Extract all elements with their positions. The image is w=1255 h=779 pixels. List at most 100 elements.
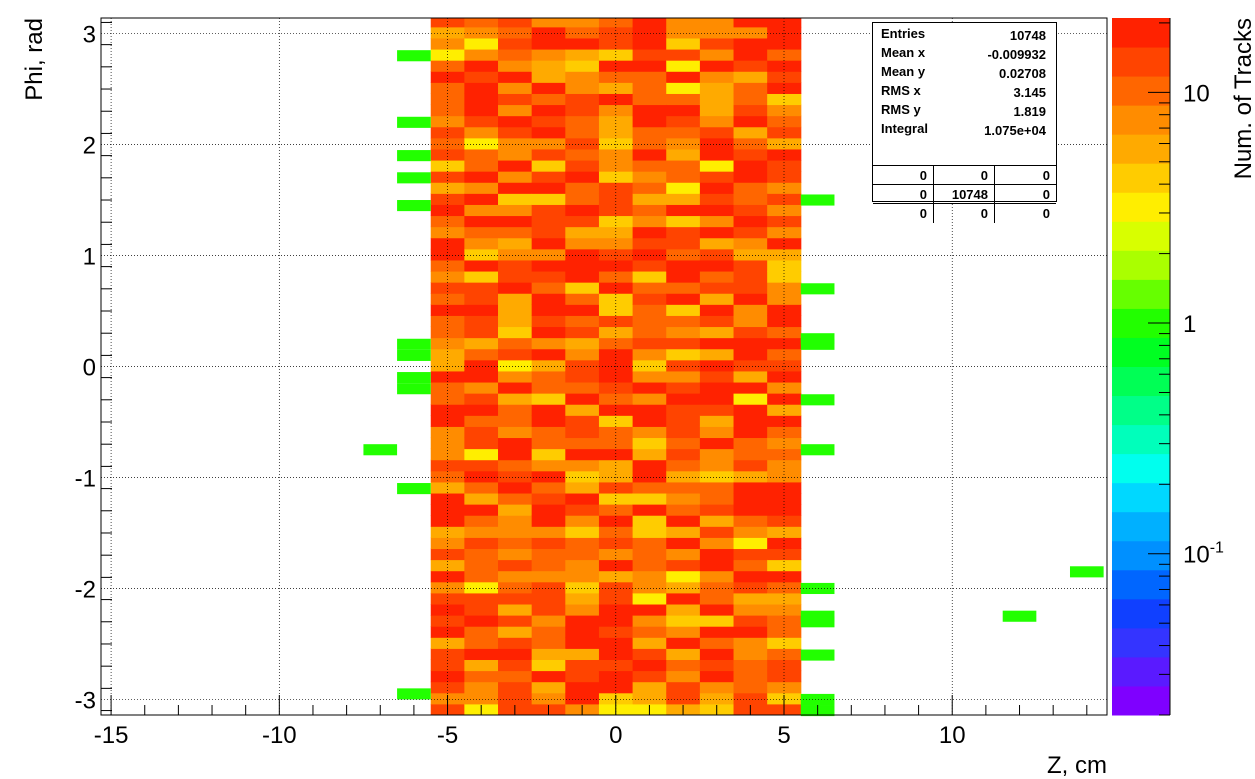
heatmap-cell [733,648,768,661]
palette-swatch [1112,250,1170,280]
heatmap-cell [666,259,701,272]
heatmap-cell [565,348,600,361]
heatmap-cell [699,393,735,405]
heatmap-cell [733,470,768,483]
heatmap-cell [666,226,701,239]
heatmap-cell [632,359,667,372]
heatmap-cell [498,326,533,339]
heatmap-cell [464,71,499,83]
heatmap-cell [666,382,701,394]
heatmap-cell [666,670,701,683]
heatmap-cell [498,448,533,461]
heatmap-cell [767,359,802,372]
heatmap-cell [598,337,634,350]
heatmap-cell [498,459,533,472]
heatmap-cell [666,71,701,83]
heatmap-cell [464,437,499,450]
heatmap-cell [666,337,701,350]
heatmap-cell [666,248,701,261]
heatmap-cell [699,592,735,605]
heatmap-cell [699,659,735,672]
sparse-bin [397,172,431,184]
heatmap-cell [733,126,768,139]
heatmap-cell [699,615,735,627]
x-tick-label: 5 [777,722,790,749]
heatmap-cell [598,559,634,572]
heatmap-cell [632,459,667,472]
heatmap-cell [699,382,735,394]
heatmap-cell [498,259,533,272]
heatmap-cell [531,448,566,461]
palette-swatch [1112,627,1170,658]
heatmap-cell [430,626,465,638]
heatmap-cell [565,204,600,217]
heatmap-cell [498,670,533,683]
palette-swatch [1112,163,1170,193]
heatmap-cell [666,692,701,705]
heatmap-cell [498,637,533,649]
heatmap-cell [531,526,566,538]
y-axis-label: Phi, rad [21,18,48,101]
stats-row: Mean x -0.009932 [873,43,1056,62]
heatmap-cell [430,137,465,150]
heatmap-cell [430,37,465,50]
heatmap-cell [531,570,566,583]
heatmap-cell [464,171,499,183]
x-tick-label: 0 [609,722,622,749]
heatmap-cell [464,93,499,106]
heatmap-cell [498,18,533,28]
heatmap-cell [733,148,768,161]
heatmap-cell [666,481,701,494]
heatmap-cell [767,215,802,228]
heatmap-cell [498,71,533,83]
heatmap-cell [565,171,600,183]
heatmap-cell [632,348,667,361]
heatmap-cell [767,259,802,272]
heatmap-cell [598,104,634,117]
palette-swatch [1112,221,1170,251]
heatmap-cell [666,370,701,383]
heatmap-cell [531,259,566,272]
heatmap-cell [699,526,735,538]
heatmap-cell [598,259,634,272]
heatmap-cell [565,637,600,649]
heatmap-cell [666,60,701,72]
heatmap-cell [531,437,566,450]
heatmap-cell [666,82,701,94]
heatmap-cell [531,60,566,72]
heatmap-cell [767,282,802,294]
heatmap-cell [632,18,667,28]
heatmap-cell [598,215,634,228]
heatmap-cell [666,470,701,483]
heatmap-cell [464,537,499,550]
heatmap-cell [565,393,600,405]
heatmap-cell [531,415,566,427]
heatmap-cell [699,681,735,694]
heatmap-cell [767,37,802,50]
heatmap-cell [733,526,768,538]
heatmap-cell [598,670,634,683]
heatmap-cell [531,470,566,483]
heatmap-cell [632,160,667,172]
heatmap-cell [733,171,768,183]
heatmap-cell [767,393,802,405]
heatmap-cell [430,526,465,538]
heatmap-cell [733,692,768,705]
heatmap-cell [498,559,533,572]
heatmap-cell [767,337,802,350]
heatmap-cell [464,18,499,28]
heatmap-cell [733,437,768,450]
heatmap-cell [632,470,667,483]
heatmap-cell [632,592,667,605]
heatmap-cell [498,182,533,194]
heatmap-cell [666,637,701,649]
heatmap-cell [767,404,802,416]
heatmap-cell [632,637,667,649]
heatmap-cell [464,271,499,283]
sparse-bin [397,483,431,495]
heatmap-cell [767,193,802,205]
heatmap-cell [464,104,499,117]
heatmap-cell [733,604,768,616]
heatmap-cell [699,204,735,217]
